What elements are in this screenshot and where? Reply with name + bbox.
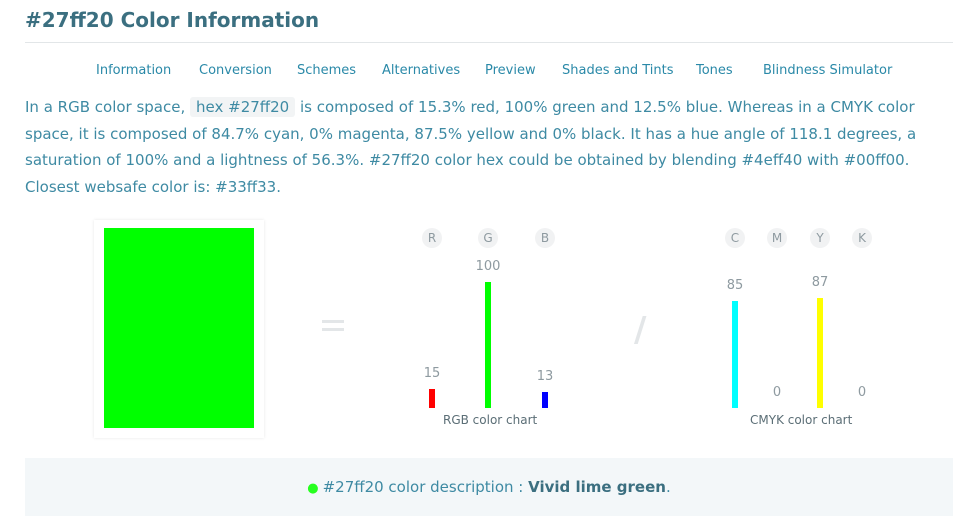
cmyk-chart-caption: CMYK color chart: [750, 413, 853, 427]
nav-blindness-simulator[interactable]: Blindness Simulator: [763, 63, 893, 78]
divider-slash: /: [634, 310, 647, 350]
cmyk-value-label-c: 85: [726, 277, 744, 293]
color-info-paragraph: In a RGB color space, hex #27ff20 is com…: [25, 94, 955, 201]
rgb-value-label-b: 13: [536, 368, 554, 384]
cmyk-bar-c: [732, 300, 738, 408]
color-description: ● #27ff20 color description : Vivid lime …: [25, 478, 953, 496]
rgb-bar-g: [485, 282, 491, 408]
nav-shades-and-tints[interactable]: Shades and Tints: [562, 63, 674, 78]
rgb-chart-caption: RGB color chart: [443, 413, 538, 427]
nav-information[interactable]: Information: [96, 63, 172, 78]
nav-tones[interactable]: Tones: [696, 63, 733, 78]
description-suffix: .: [665, 478, 671, 496]
cmyk-value-label-k: 0: [857, 385, 867, 400]
equals-sign: [322, 320, 344, 334]
paragraph-text-rest: is composed of 15.3% red, 100% green and…: [25, 98, 917, 197]
color-swatch-card: [94, 220, 264, 438]
cmyk-axis-label-y: Y: [810, 228, 830, 248]
rgb-axis-label-r: R: [422, 228, 442, 248]
rgb-value-label-g: 100: [475, 259, 501, 274]
nav-conversion[interactable]: Conversion: [199, 63, 272, 78]
cmyk-value-label-m: 0: [772, 385, 782, 400]
cmyk-value-label-y: 87: [811, 275, 829, 291]
paragraph-text-start: In a RGB color space,: [25, 98, 191, 116]
hex-code-chip: hex #27ff20: [190, 97, 296, 117]
rgb-bar-b: [542, 391, 548, 408]
description-prefix: #27ff20 color description :: [322, 478, 529, 496]
color-description-box: ● #27ff20 color description : Vivid lime …: [25, 458, 953, 516]
rgb-bar-r: [429, 389, 435, 408]
cmyk-bar-y: [817, 298, 823, 408]
nav-alternatives[interactable]: Alternatives: [382, 63, 461, 78]
cmyk-axis-label-k: K: [852, 228, 872, 248]
page-title: #27ff20 Color Information: [25, 8, 320, 32]
description-value: Vivid lime green: [528, 478, 666, 496]
section-nav: Information Conversion Schemes Alternati…: [0, 63, 970, 83]
rgb-axis-label-g: G: [478, 228, 498, 248]
color-dot-icon: ●: [307, 481, 319, 496]
cmyk-axis-label-m: M: [767, 228, 787, 248]
color-swatch: [104, 228, 254, 428]
nav-preview[interactable]: Preview: [485, 63, 536, 78]
title-divider: [25, 42, 953, 43]
rgb-axis-label-b: B: [535, 228, 555, 248]
nav-schemes[interactable]: Schemes: [297, 63, 357, 78]
rgb-value-label-r: 15: [423, 366, 441, 382]
cmyk-axis-label-c: C: [725, 228, 745, 248]
